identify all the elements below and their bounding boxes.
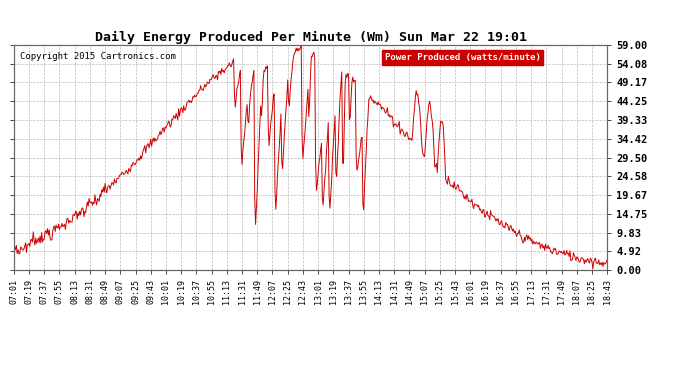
Title: Daily Energy Produced Per Minute (Wm) Sun Mar 22 19:01: Daily Energy Produced Per Minute (Wm) Su… bbox=[95, 31, 526, 44]
Text: Copyright 2015 Cartronics.com: Copyright 2015 Cartronics.com bbox=[20, 52, 176, 61]
Text: Power Produced (watts/minute): Power Produced (watts/minute) bbox=[385, 53, 540, 62]
